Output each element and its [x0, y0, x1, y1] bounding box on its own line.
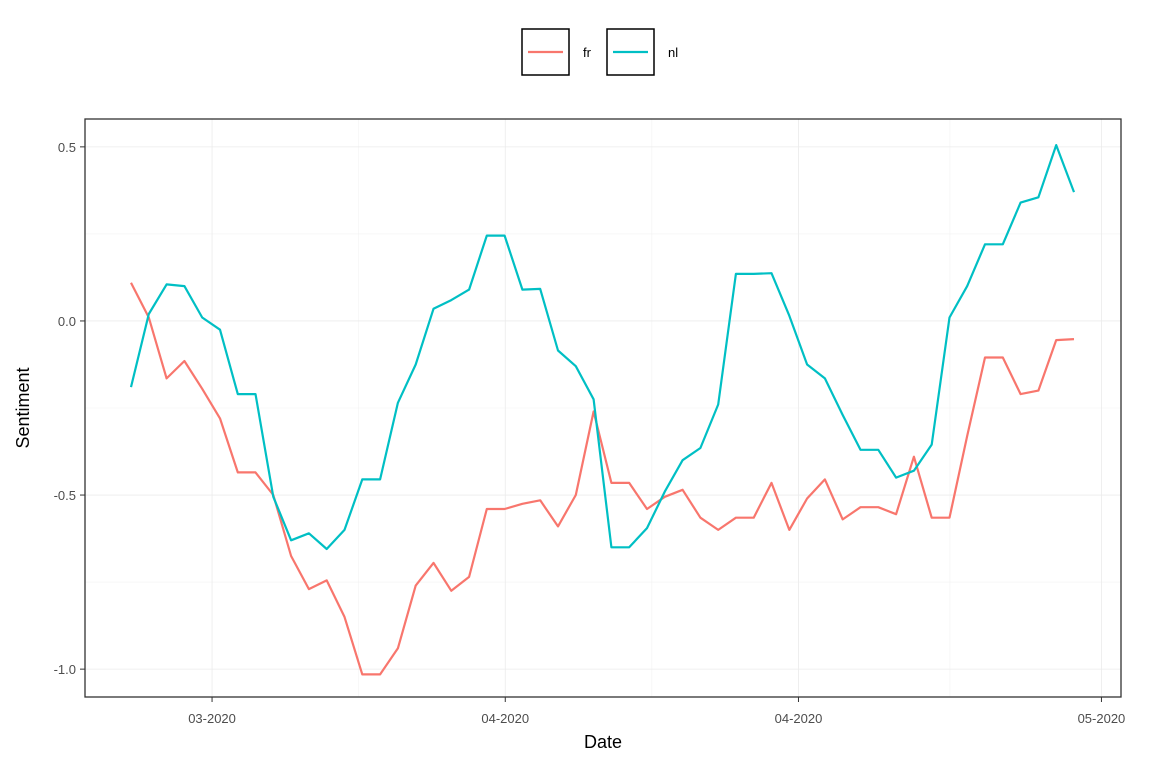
- grid: [85, 119, 1121, 697]
- x-tick-label: 03-2020: [188, 711, 236, 726]
- series-group: [129, 144, 1076, 676]
- x-tick-label: 04-2020: [481, 711, 529, 726]
- x-tick-label: 05-2020: [1078, 711, 1126, 726]
- x-axis-title: Date: [584, 732, 622, 752]
- y-axis-title: Sentiment: [13, 367, 33, 448]
- axes: 03-2020 04-2020 04-2020 05-2020 0.5 0.0 -0.5 -1…: [54, 140, 1126, 726]
- panel-border: [84, 118, 1122, 698]
- y-tick-label: -0.5: [54, 488, 76, 503]
- series-line-nl: [129, 144, 1076, 551]
- legend-label-nl: nl: [668, 45, 678, 60]
- x-tick-label: 04-2020: [775, 711, 823, 726]
- legend: fr nl: [521, 28, 678, 76]
- y-tick-label: 0.0: [58, 314, 76, 329]
- y-tick-label: -1.0: [54, 662, 76, 677]
- y-tick-label: 0.5: [58, 140, 76, 155]
- legend-label-fr: fr: [583, 45, 592, 60]
